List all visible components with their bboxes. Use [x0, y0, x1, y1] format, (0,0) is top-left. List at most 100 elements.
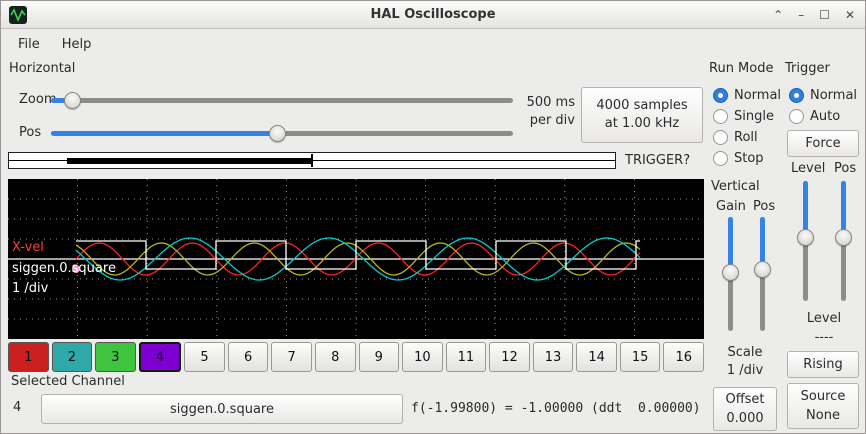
trigger-level-handle[interactable] [796, 229, 814, 247]
timebase-value: 500 ms [526, 95, 575, 110]
zoom-slider-handle[interactable] [64, 91, 82, 109]
pos-label: Pos [19, 125, 42, 140]
vertical-pos-slider[interactable] [752, 217, 772, 331]
zoom-slider[interactable] [51, 90, 513, 110]
channel-button-10[interactable]: 10 [402, 342, 443, 372]
scope-cursor-marker [72, 265, 80, 273]
app-icon [9, 6, 27, 24]
menu-file[interactable]: File [18, 36, 40, 52]
channel-button-16[interactable]: 16 [663, 342, 704, 372]
vertical-pos-handle[interactable] [753, 260, 771, 278]
channel-name-label: siggen.0.square [170, 401, 274, 417]
minimize-button[interactable]: – [798, 8, 805, 22]
radio-label: Stop [734, 150, 764, 166]
offset-label: Offset [725, 392, 765, 407]
run-mode-frame-label: Run Mode [709, 61, 774, 76]
trigger-level-value: ---- [814, 330, 834, 345]
run-mode-roll[interactable]: Roll [713, 127, 758, 147]
vertical-pos-label: Pos [753, 199, 776, 214]
channel-button-15[interactable]: 15 [619, 342, 661, 372]
vertical-gain-handle[interactable] [721, 263, 739, 281]
channel-button-4[interactable]: 4 [138, 342, 182, 372]
channel-button-12[interactable]: 12 [489, 342, 530, 372]
radio-icon [713, 108, 728, 124]
source-button[interactable]: Source None [787, 383, 859, 429]
menu-help[interactable]: Help [61, 36, 92, 52]
vertical-gain-slider[interactable] [720, 217, 740, 331]
channel-button-9[interactable]: 9 [358, 342, 400, 372]
trigger-pos-slider[interactable] [833, 181, 853, 301]
radio-icon [789, 87, 804, 103]
channel-button-13[interactable]: 13 [532, 342, 574, 372]
radio-icon [713, 87, 728, 103]
titlebar: HAL Oscilloscope ⌃ – ☐ ✕ [1, 1, 865, 29]
pos-slider-handle[interactable] [269, 124, 287, 142]
vertical-frame-label: Vertical [711, 179, 760, 194]
channel-button-2[interactable]: 2 [51, 342, 93, 372]
slider-fill [759, 217, 765, 269]
channel-button-7[interactable]: 7 [271, 342, 312, 372]
channel-button-14[interactable]: 14 [576, 342, 617, 372]
source-value: None [806, 408, 840, 423]
radio-icon [713, 129, 728, 145]
samples-line2: at 1.00 kHz [604, 116, 680, 131]
close-button[interactable]: ✕ [844, 8, 855, 22]
samples-line1: 4000 samples [596, 98, 688, 113]
selected-channel-frame-label: Selected Channel [11, 374, 125, 389]
trigger-pos-handle[interactable] [834, 229, 852, 247]
slider-fill [727, 217, 733, 272]
slider-fill [51, 97, 73, 103]
samples-button[interactable]: 4000 samples at 1.00 kHz [581, 87, 703, 143]
timebase: 500 ms per div [513, 94, 575, 130]
radio-label: Auto [810, 108, 841, 124]
rising-button[interactable]: Rising [787, 351, 859, 378]
scope-trace-x-vel-sine [75, 242, 641, 276]
trigger-question: TRIGGER? [625, 153, 691, 168]
window-title: HAL Oscilloscope [370, 7, 496, 22]
run-mode-normal[interactable]: Normal [713, 85, 781, 105]
rising-button-label: Rising [803, 357, 843, 372]
scope-selected-name: siggen.0.square [12, 261, 116, 276]
channel-button-1[interactable]: 1 [8, 342, 49, 372]
slider-fill [802, 181, 808, 238]
vertical-scale-label: Scale [727, 345, 763, 360]
force-button[interactable]: Force [787, 130, 859, 157]
offset-button[interactable]: Offset 0.000 [713, 387, 777, 431]
record-window-segment [66, 158, 312, 164]
trigger-auto[interactable]: Auto [789, 106, 840, 126]
channel-button-3[interactable]: 3 [95, 342, 136, 372]
channel-row: 1 2 3 4 5 6 7 8 9 10 11 12 13 14 15 16 [8, 342, 704, 372]
trigger-normal[interactable]: Normal [789, 85, 857, 105]
channel-button-5[interactable]: 5 [184, 342, 225, 372]
slider-track [51, 97, 513, 103]
trigger-level-slider[interactable] [795, 181, 815, 301]
channel-name-button[interactable]: siggen.0.square [41, 394, 403, 424]
trigger-level-label: Level [791, 161, 826, 176]
menubar: File Help [1, 30, 865, 58]
trigger-pos-label: Pos [834, 161, 857, 176]
window-controls: ⌃ – ☐ ✕ [773, 1, 855, 29]
record-marker [310, 154, 313, 167]
slider-fill [840, 181, 846, 238]
maximize-button[interactable]: ☐ [819, 8, 830, 22]
channel-button-8[interactable]: 8 [314, 342, 356, 372]
source-label: Source [800, 389, 846, 404]
channel-button-6[interactable]: 6 [227, 342, 269, 372]
scope-display[interactable]: X-vel siggen.0.square 1 /div [8, 179, 704, 339]
selected-channel-number: 4 [13, 400, 22, 415]
run-mode-single[interactable]: Single [713, 106, 774, 126]
force-button-label: Force [805, 136, 841, 151]
horizontal-frame-label: Horizontal [9, 61, 76, 76]
zoom-label: Zoom [19, 92, 57, 107]
vertical-gain-label: Gain [716, 199, 746, 214]
run-mode-stop[interactable]: Stop [713, 148, 764, 168]
pos-slider[interactable] [51, 123, 513, 143]
trigger-level-caption: Level [806, 311, 842, 326]
trigger-frame-label: Trigger [785, 61, 830, 76]
radio-label: Roll [734, 129, 758, 145]
radio-label: Normal [734, 87, 782, 103]
slider-fill [51, 130, 278, 136]
shade-button[interactable]: ⌃ [773, 8, 784, 22]
channel-button-11[interactable]: 11 [445, 342, 487, 372]
